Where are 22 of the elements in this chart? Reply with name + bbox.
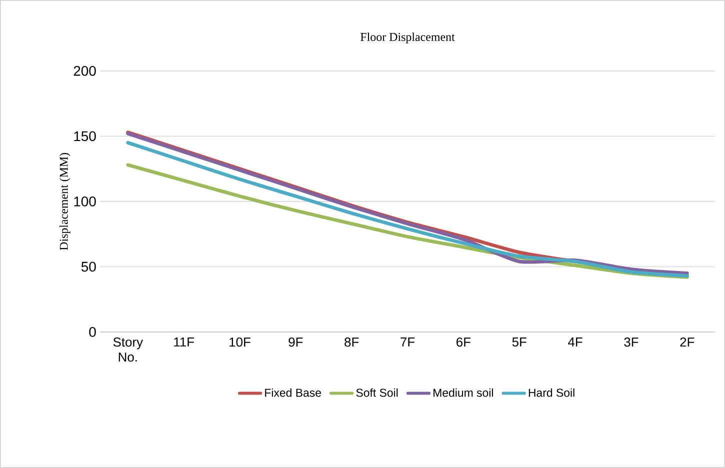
x-tick-label: 10F — [230, 338, 250, 347]
y-tick-label: 150 — [74, 131, 96, 142]
x-tick-label: 9F — [288, 338, 303, 347]
x-tick-label: 4F — [568, 338, 582, 346]
y-tick-label: 0 — [89, 327, 96, 337]
y-tick-label: 100 — [74, 196, 96, 206]
y-tick-label: 200 — [74, 66, 96, 76]
legend-label: Hard Soil — [528, 388, 574, 397]
x-tick-label: 6F — [456, 338, 470, 347]
y-tick-label: 50 — [81, 262, 96, 272]
y-axis-title: Displacement (MM) — [59, 153, 70, 250]
x-tick-label: 5F — [512, 338, 526, 347]
x-tick-label: 11F — [174, 338, 194, 346]
x-tick-label: Story No. — [113, 338, 143, 362]
x-tick-label: 3F — [624, 338, 638, 347]
legend-label: Medium soil — [434, 388, 493, 397]
legend-label: Fixed Base — [265, 388, 321, 397]
x-tick-label: 7F — [400, 338, 415, 346]
x-tick-label: 8F — [344, 338, 359, 347]
chart-title: Floor Displacement — [360, 32, 455, 44]
x-tick-label: 2F — [680, 338, 694, 347]
legend-label: Soft Soil — [356, 388, 398, 397]
